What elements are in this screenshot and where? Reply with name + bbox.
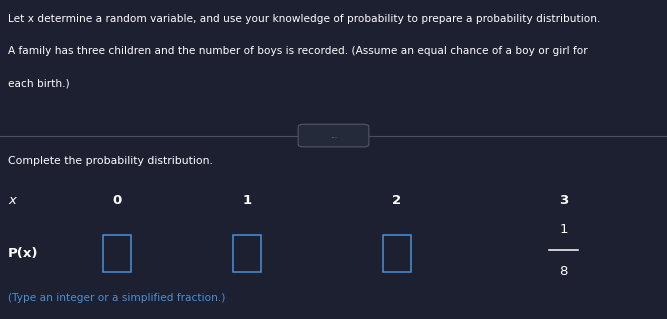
Text: 1: 1 bbox=[242, 195, 251, 207]
FancyBboxPatch shape bbox=[383, 235, 411, 272]
FancyBboxPatch shape bbox=[298, 124, 369, 147]
Text: 2: 2 bbox=[392, 195, 402, 207]
Text: ...: ... bbox=[330, 131, 337, 140]
Text: 3: 3 bbox=[559, 195, 568, 207]
Text: Complete the probability distribution.: Complete the probability distribution. bbox=[8, 156, 213, 166]
Text: 0: 0 bbox=[112, 195, 121, 207]
Text: x: x bbox=[8, 195, 16, 207]
Text: Let x determine a random variable, and use your knowledge of probability to prep: Let x determine a random variable, and u… bbox=[8, 14, 600, 24]
Text: each birth.): each birth.) bbox=[8, 78, 69, 88]
Text: A family has three children and the number of boys is recorded. (Assume an equal: A family has three children and the numb… bbox=[8, 46, 588, 56]
Text: (Type an integer or a simplified fraction.): (Type an integer or a simplified fractio… bbox=[8, 293, 225, 303]
Text: 1: 1 bbox=[560, 223, 568, 236]
FancyBboxPatch shape bbox=[103, 235, 131, 272]
Text: 8: 8 bbox=[560, 265, 568, 278]
FancyBboxPatch shape bbox=[233, 235, 261, 272]
Text: P(x): P(x) bbox=[8, 247, 39, 260]
